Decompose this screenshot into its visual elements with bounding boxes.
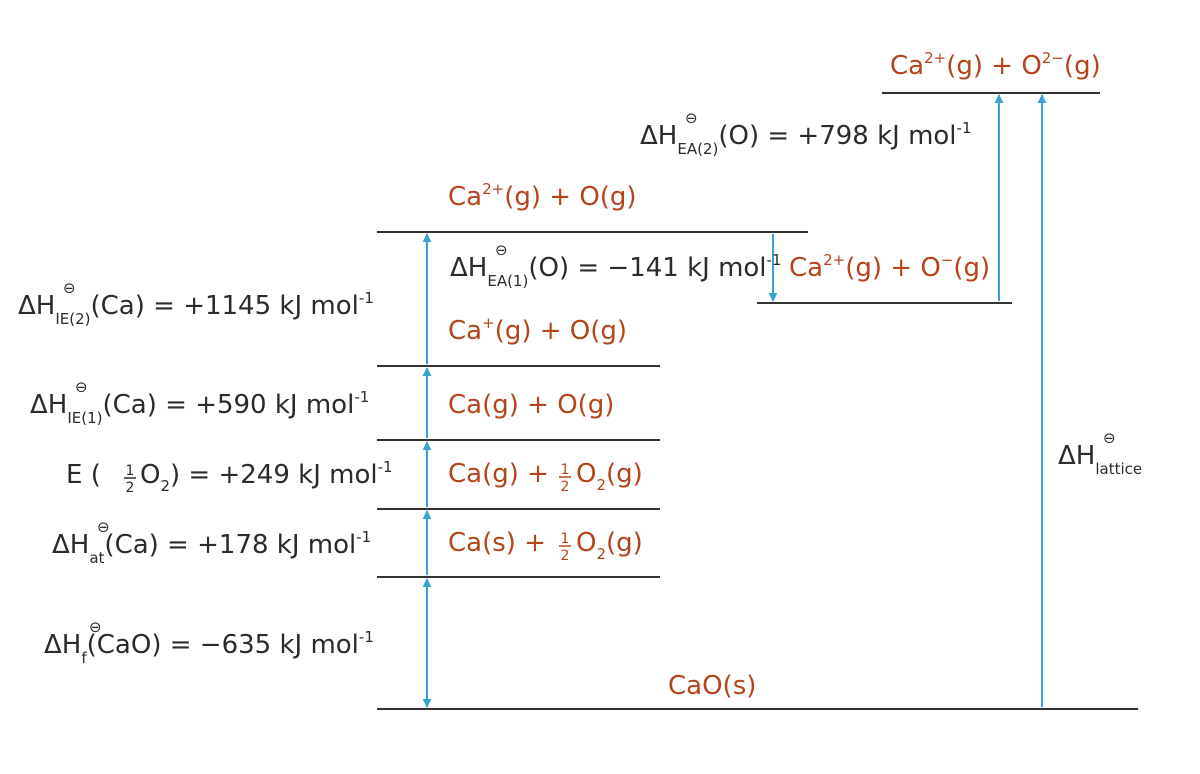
svg-text:1: 1 — [126, 463, 135, 479]
svg-text:Ca(g) +: Ca(g) + — [448, 459, 549, 489]
label-lattice: ΔHlattice ⊖ — [1058, 429, 1142, 478]
species-cag-half-o2: Ca(g) + 1 2 O2(g) — [448, 459, 643, 495]
species-ca2-o-minus: Ca2+(g) + O−(g) — [789, 251, 990, 283]
svg-text:1: 1 — [561, 531, 570, 547]
svg-text:ΔHIE(1)(Ca) = +590 kJ mol-1: ΔHIE(1)(Ca) = +590 kJ mol-1 — [30, 388, 369, 427]
svg-text:⊖: ⊖ — [89, 618, 102, 636]
species-ca2-o2: Ca2+(g) + O2−(g) — [890, 49, 1101, 81]
svg-text:⊖: ⊖ — [1103, 429, 1116, 447]
svg-text:2: 2 — [126, 480, 135, 496]
svg-text:O2(g): O2(g) — [576, 528, 643, 563]
label-formation: ΔHf(CaO) = −635 kJ mol-1 ⊖ — [44, 618, 374, 667]
species-ca-plus-o: Ca+(g) + O(g) — [448, 314, 627, 346]
label-ea2: ΔHEA(2)(O) = +798 kJ mol-1 ⊖ — [640, 109, 972, 158]
svg-text:⊖: ⊖ — [97, 518, 110, 536]
svg-text:Ca(s) +: Ca(s) + — [448, 528, 546, 558]
label-atomisation-o: E ( 1 2 O2) = +249 kJ mol-1 — [66, 458, 393, 496]
svg-text:⊖: ⊖ — [75, 378, 88, 396]
species-cas-half-o2: Ca(s) + 1 2 O2(g) — [448, 528, 643, 564]
svg-text:ΔHEA(1)(O) = −141 kJ mol-1: ΔHEA(1)(O) = −141 kJ mol-1 — [450, 251, 782, 290]
svg-text:ΔHIE(2)(Ca) = +1145 kJ mol-1: ΔHIE(2)(Ca) = +1145 kJ mol-1 — [18, 289, 374, 328]
svg-text:ΔHf(CaO) = −635 kJ mol-1: ΔHf(CaO) = −635 kJ mol-1 — [44, 628, 374, 667]
svg-text:E (: E ( — [66, 460, 101, 490]
svg-text:O2) = +249 kJ mol-1: O2) = +249 kJ mol-1 — [140, 458, 393, 495]
svg-text:O2(g): O2(g) — [576, 459, 643, 494]
svg-text:⊖: ⊖ — [495, 241, 508, 259]
label-ie2: ΔHIE(2)(Ca) = +1145 kJ mol-1 ⊖ — [18, 279, 374, 328]
svg-text:ΔHlattice: ΔHlattice — [1058, 441, 1142, 478]
svg-text:2: 2 — [561, 479, 570, 495]
label-ea1: ΔHEA(1)(O) = −141 kJ mol-1 ⊖ — [450, 241, 782, 290]
label-ie1: ΔHIE(1)(Ca) = +590 kJ mol-1 ⊖ — [30, 378, 369, 427]
svg-text:ΔHEA(2)(O) = +798 kJ mol-1: ΔHEA(2)(O) = +798 kJ mol-1 — [640, 119, 972, 158]
svg-text:⊖: ⊖ — [63, 279, 76, 297]
svg-text:ΔHat(Ca) = +178 kJ mol-1: ΔHat(Ca) = +178 kJ mol-1 — [52, 528, 371, 567]
svg-text:⊖: ⊖ — [685, 109, 698, 127]
svg-text:1: 1 — [561, 462, 570, 478]
svg-text:2: 2 — [561, 548, 570, 564]
species-cag-og: Ca(g) + O(g) — [448, 390, 614, 420]
label-atomisation-ca: ΔHat(Ca) = +178 kJ mol-1 ⊖ — [52, 518, 371, 567]
species-cao: CaO(s) — [668, 671, 756, 701]
species-ca2-o: Ca2+(g) + O(g) — [448, 180, 637, 212]
